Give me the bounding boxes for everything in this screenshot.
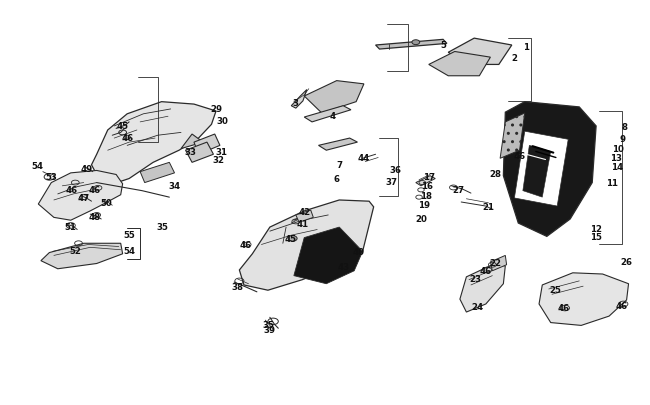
Text: 17: 17 [422, 172, 435, 181]
Polygon shape [500, 114, 525, 159]
Text: 2: 2 [512, 53, 517, 62]
Text: 46: 46 [514, 152, 526, 161]
Polygon shape [429, 52, 490, 77]
Text: 20: 20 [415, 214, 427, 223]
Text: 47: 47 [77, 194, 90, 203]
Text: 28: 28 [489, 170, 501, 179]
Text: 25: 25 [549, 285, 561, 294]
Text: 46: 46 [616, 301, 628, 310]
Text: 46: 46 [66, 186, 78, 195]
Text: 46: 46 [558, 303, 570, 312]
Text: 45: 45 [116, 122, 129, 130]
Circle shape [412, 40, 420, 45]
Polygon shape [539, 273, 629, 326]
Polygon shape [194, 135, 220, 155]
Polygon shape [185, 143, 213, 163]
Text: 52: 52 [70, 247, 81, 256]
Text: 12: 12 [590, 225, 602, 234]
Polygon shape [304, 81, 364, 114]
Circle shape [288, 236, 297, 242]
Text: 7: 7 [336, 161, 343, 170]
Text: 54: 54 [31, 162, 43, 171]
Text: 35: 35 [157, 222, 169, 231]
Text: 22: 22 [489, 258, 501, 268]
Text: 42: 42 [298, 207, 310, 216]
Text: 37: 37 [385, 178, 397, 187]
Polygon shape [38, 171, 123, 221]
Text: 18: 18 [419, 191, 432, 200]
Polygon shape [291, 90, 307, 109]
Text: 23: 23 [469, 275, 482, 284]
Text: 27: 27 [452, 186, 464, 195]
Text: 55: 55 [124, 230, 135, 239]
Text: 6: 6 [333, 175, 340, 183]
Text: 34: 34 [168, 182, 181, 191]
Text: 11: 11 [606, 179, 618, 188]
Text: 46: 46 [240, 241, 252, 250]
Text: 46: 46 [88, 186, 101, 195]
Text: 51: 51 [65, 222, 77, 231]
Polygon shape [318, 139, 358, 151]
Text: 46: 46 [480, 266, 492, 276]
Text: 40: 40 [353, 247, 365, 257]
Text: 35: 35 [262, 320, 274, 329]
Text: 9: 9 [619, 134, 625, 144]
Polygon shape [460, 265, 505, 312]
Polygon shape [239, 200, 374, 290]
Text: 16: 16 [421, 182, 434, 191]
Text: 10: 10 [612, 145, 624, 154]
Polygon shape [41, 244, 123, 269]
Text: 15: 15 [590, 233, 602, 242]
Polygon shape [376, 40, 447, 50]
Polygon shape [448, 39, 512, 65]
Text: 1: 1 [523, 43, 529, 51]
Text: 44: 44 [358, 153, 370, 162]
Text: 45: 45 [285, 234, 296, 243]
Text: 30: 30 [216, 117, 228, 126]
Text: 41: 41 [296, 220, 308, 228]
Polygon shape [304, 107, 351, 123]
Polygon shape [140, 163, 174, 183]
Text: 3: 3 [292, 98, 298, 107]
Polygon shape [490, 256, 506, 271]
Polygon shape [294, 228, 363, 284]
Text: 53: 53 [46, 172, 57, 181]
Text: 8: 8 [621, 123, 628, 132]
Text: 54: 54 [123, 247, 135, 256]
Polygon shape [92, 102, 216, 185]
Polygon shape [503, 102, 596, 237]
Polygon shape [514, 132, 568, 207]
Text: 32: 32 [212, 156, 224, 165]
Text: 39: 39 [264, 326, 276, 335]
Text: 36: 36 [389, 166, 401, 175]
Text: 31: 31 [215, 148, 227, 157]
Polygon shape [523, 146, 551, 198]
Text: 13: 13 [610, 153, 621, 162]
Polygon shape [296, 211, 313, 223]
Text: 29: 29 [210, 105, 222, 114]
Polygon shape [181, 135, 203, 149]
Text: 48: 48 [88, 213, 101, 222]
Text: 38: 38 [231, 283, 244, 292]
Text: 50: 50 [100, 198, 112, 207]
Text: 43: 43 [337, 262, 349, 272]
Text: 5: 5 [441, 40, 447, 49]
Text: 19: 19 [417, 200, 430, 209]
Text: 4: 4 [330, 111, 336, 120]
Text: 24: 24 [471, 302, 484, 311]
Text: 26: 26 [621, 257, 632, 266]
Text: 49: 49 [80, 164, 92, 173]
Text: 33: 33 [184, 148, 196, 157]
Text: 46: 46 [122, 133, 134, 143]
Polygon shape [416, 176, 436, 186]
Text: 14: 14 [611, 163, 623, 172]
Text: 21: 21 [482, 202, 495, 211]
